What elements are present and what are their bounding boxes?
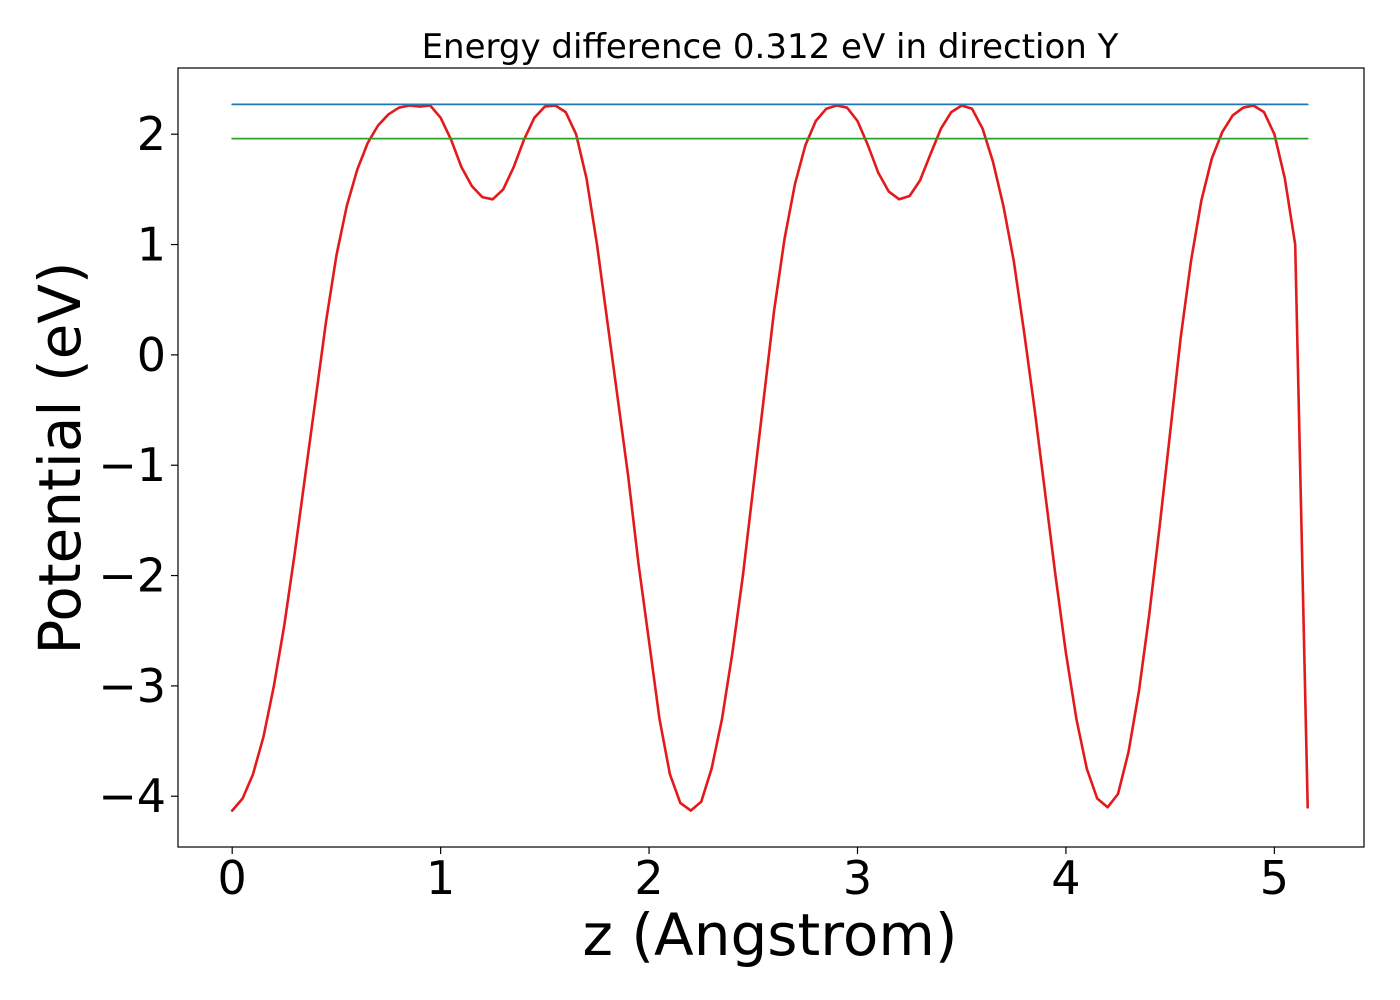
x-tick-label: 0: [218, 851, 247, 905]
potential-curve-series: [230, 104, 1309, 812]
y-tick-label: −3: [98, 659, 166, 713]
y-axis-label: Potential (eV): [26, 261, 94, 654]
y-tick-label: −1: [98, 438, 166, 492]
x-axis-label: z (Angstrom): [583, 901, 958, 969]
x-axis: 0 1 2 3 4 5: [218, 847, 1289, 905]
x-tick-label: 2: [634, 851, 663, 905]
y-tick-label: −4: [98, 769, 166, 823]
y-tick-label: 0: [137, 328, 166, 382]
plot-area: [177, 67, 1365, 848]
y-tick-label: 2: [137, 107, 166, 161]
series-layer: [230, 103, 1309, 812]
x-tick-label: 1: [426, 851, 455, 905]
y-tick-label: −2: [98, 549, 166, 603]
chart-title: Energy difference 0.312 eV in direction …: [422, 27, 1119, 67]
x-tick-label: 4: [1051, 851, 1080, 905]
y-tick-label: 1: [137, 218, 166, 272]
x-tick-label: 3: [843, 851, 872, 905]
y-axis: −4 −3 −2 −1 0 1 2: [98, 107, 178, 823]
plot-frame: [177, 67, 1365, 848]
x-tick-label: 5: [1260, 851, 1289, 905]
